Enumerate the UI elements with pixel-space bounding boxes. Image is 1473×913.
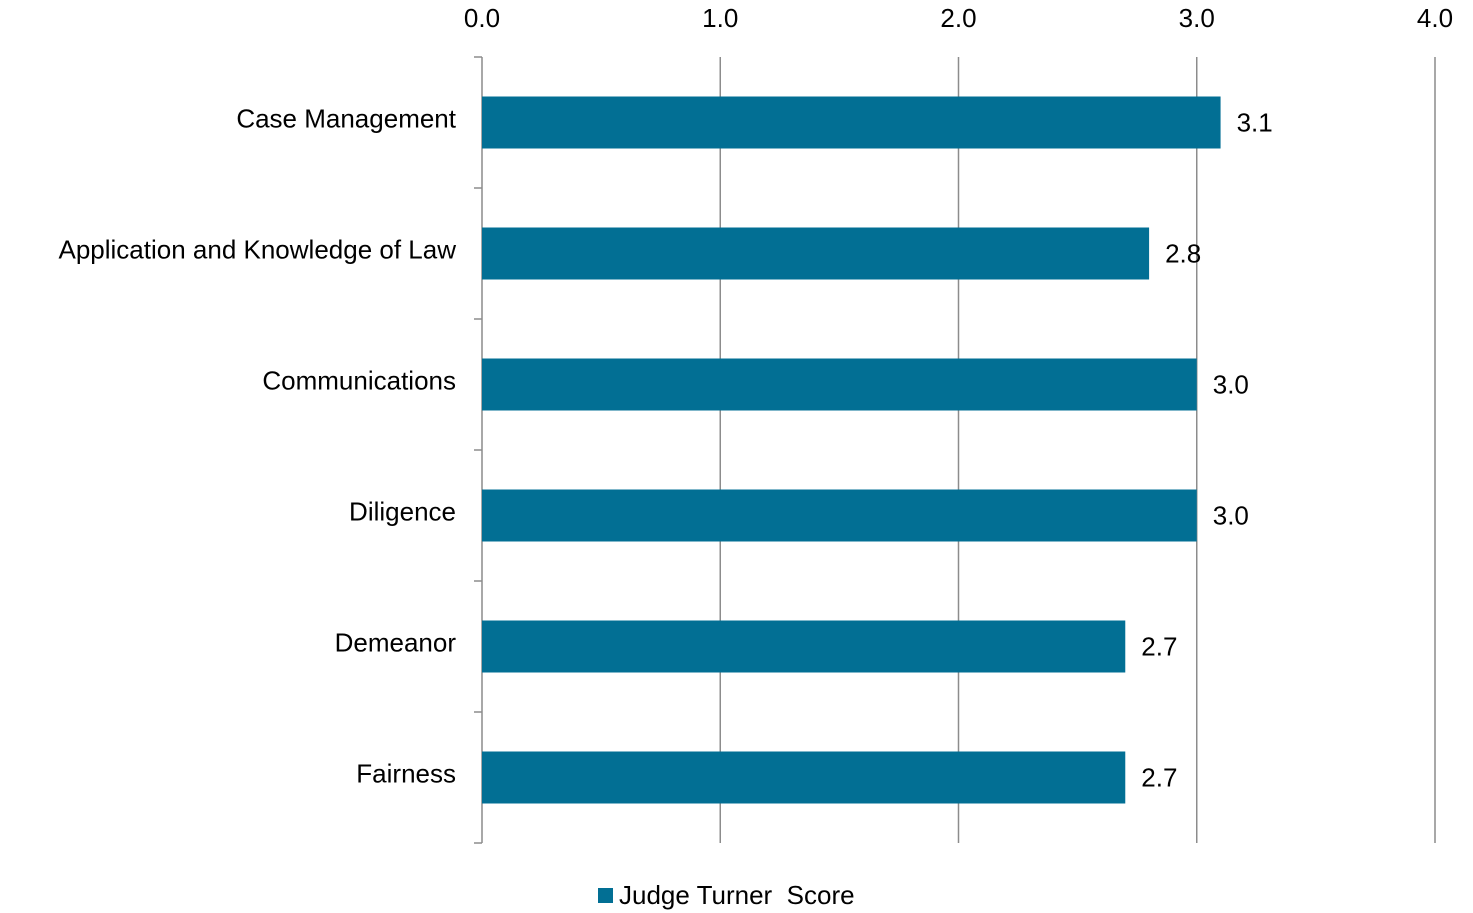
- x-tick-label: 1.0: [702, 3, 738, 33]
- y-tick-label: Diligence: [349, 496, 456, 526]
- y-tick-label: Demeanor: [335, 627, 457, 657]
- bar: [482, 96, 1221, 149]
- value-label: 3.1: [1237, 107, 1273, 137]
- y-tick-label: Case Management: [236, 103, 456, 133]
- y-tick-label: Communications: [262, 365, 456, 395]
- y-tick-label: Fairness: [356, 758, 456, 788]
- x-tick-label: 4.0: [1417, 3, 1453, 33]
- value-label: 2.7: [1141, 631, 1177, 661]
- x-tick-label: 0.0: [464, 3, 500, 33]
- bar: [482, 489, 1197, 542]
- value-label: 2.8: [1165, 238, 1201, 268]
- x-tick-label: 2.0: [940, 3, 976, 33]
- bar: [482, 227, 1150, 280]
- x-tick-label: 3.0: [1179, 3, 1215, 33]
- bar: [482, 751, 1126, 804]
- y-tick-label: Application and Knowledge of Law: [58, 234, 456, 264]
- bar: [482, 358, 1197, 411]
- value-label: 2.7: [1141, 762, 1177, 792]
- value-label: 3.0: [1213, 369, 1249, 399]
- bar: [482, 620, 1126, 673]
- legend-swatch: [598, 888, 613, 903]
- value-label: 3.0: [1213, 500, 1249, 530]
- legend-label: Judge Turner Score: [619, 880, 855, 910]
